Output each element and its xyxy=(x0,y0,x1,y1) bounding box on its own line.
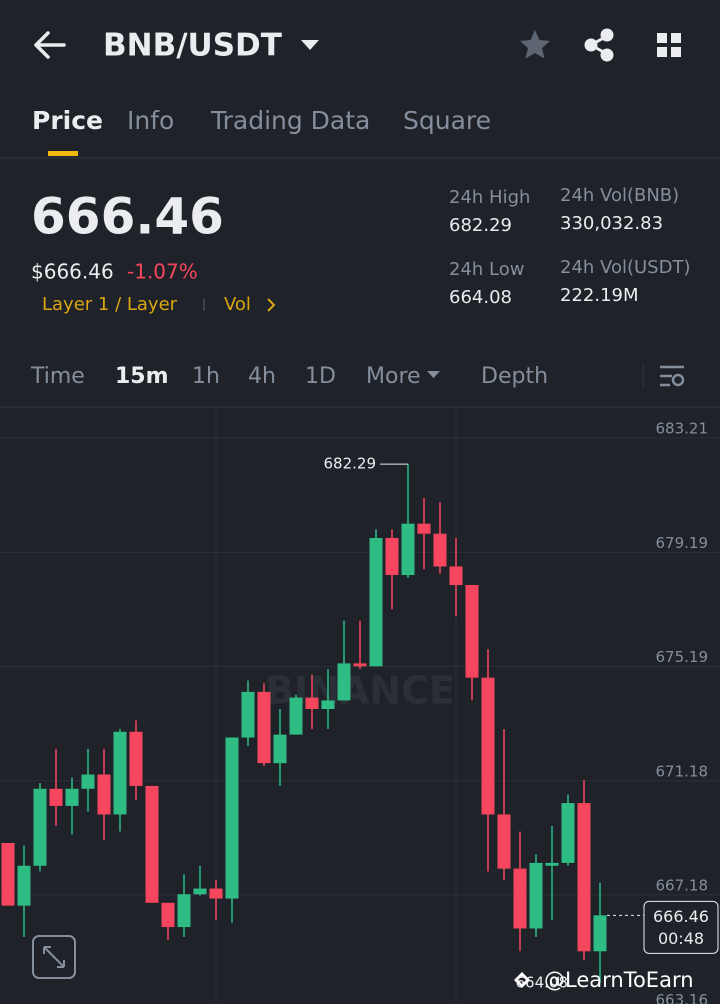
stat-label: 24h High xyxy=(449,187,530,208)
y-tick-label: 671.18 xyxy=(656,762,709,780)
favorite-icon[interactable] xyxy=(520,30,550,59)
tab-indicator xyxy=(48,151,78,156)
candle-body xyxy=(145,785,159,903)
candle-body xyxy=(1,842,15,906)
candle-chart: BINANCE683.21679.19675.19671.18667.18663… xyxy=(0,419,720,1004)
candle-body xyxy=(433,533,447,567)
candle-body xyxy=(113,731,127,815)
candle-body xyxy=(97,774,111,815)
candle-body xyxy=(369,537,383,667)
candle-body xyxy=(241,691,255,738)
tab[interactable]: Square xyxy=(403,106,491,135)
interval-tab[interactable]: 4h xyxy=(248,364,276,389)
candle-body xyxy=(257,691,271,764)
stat-label: 24h Low xyxy=(449,259,524,280)
candle-body xyxy=(65,788,79,806)
grid-menu-icon[interactable] xyxy=(657,33,681,57)
candle-body xyxy=(561,803,575,863)
candle-body xyxy=(593,915,607,952)
candle-body xyxy=(81,774,95,789)
candle-body xyxy=(17,865,31,906)
candle-body xyxy=(529,862,543,929)
candle-body xyxy=(385,537,399,576)
y-tick-label: 679.19 xyxy=(656,534,709,552)
vol-link[interactable]: Vol xyxy=(224,294,251,315)
last-price-box xyxy=(643,900,719,954)
y-tick-label: 663.16 xyxy=(656,991,709,1004)
candle-body xyxy=(49,788,63,806)
stat-label: 24h Vol(USDT) xyxy=(560,257,690,278)
candle-body xyxy=(337,663,351,701)
candle-body xyxy=(417,523,431,534)
pair-dropdown[interactable] xyxy=(301,40,319,50)
candle-body xyxy=(497,814,511,869)
candle-body xyxy=(161,902,175,928)
y-tick-label: 667.18 xyxy=(656,876,709,894)
candle-body xyxy=(289,697,303,735)
candle-body xyxy=(481,677,495,815)
interval-tab[interactable]: More xyxy=(366,364,421,389)
price-usd: $666.46 xyxy=(31,260,114,284)
price-change: -1.07% xyxy=(127,260,198,284)
stat-value: 222.19M xyxy=(560,285,639,306)
interval-tab[interactable]: 15m xyxy=(115,364,169,389)
chart-settings-icon[interactable] xyxy=(660,365,685,387)
stat-label: 24h Vol(BNB) xyxy=(560,185,679,206)
pair-title[interactable]: BNB/USDT xyxy=(103,28,282,64)
tab[interactable]: Info xyxy=(127,106,174,135)
watermark-logo xyxy=(514,972,530,988)
y-tick-label: 683.21 xyxy=(656,419,709,437)
candle-body xyxy=(225,737,239,899)
interval-tab[interactable]: Depth xyxy=(481,364,548,389)
tab[interactable]: Trading Data xyxy=(210,106,370,135)
more-dropdown[interactable] xyxy=(427,371,440,378)
candle-body xyxy=(577,803,591,952)
chevron xyxy=(267,298,276,312)
interval-tab[interactable]: Time xyxy=(30,364,85,389)
candle-body xyxy=(449,566,463,586)
candle-body xyxy=(209,888,223,899)
candle-body xyxy=(513,868,527,929)
tab[interactable]: Price xyxy=(32,106,103,135)
stat-value: 682.29 xyxy=(449,215,512,236)
share-icon[interactable] xyxy=(584,28,614,62)
candle-body xyxy=(545,862,559,866)
max-label: 682.29 xyxy=(324,455,377,473)
candle-body xyxy=(305,697,319,709)
interval-tab[interactable]: 1D xyxy=(305,364,336,389)
last-price: 666.46 xyxy=(31,188,224,246)
y-tick-label: 675.19 xyxy=(656,648,709,666)
candle-body xyxy=(465,585,479,678)
candle-body xyxy=(193,888,207,895)
candle-body xyxy=(401,523,415,576)
stat-value: 664.08 xyxy=(449,287,512,308)
expand-button[interactable] xyxy=(32,935,76,979)
interval-tab[interactable]: 1h xyxy=(192,364,220,389)
candle-body xyxy=(273,734,287,764)
source-watermark: @LearnToEarn xyxy=(544,968,694,992)
tag-link[interactable]: Layer 1 / Layer xyxy=(42,294,178,315)
candle-body xyxy=(177,894,191,928)
min-label: 664.08 xyxy=(516,974,569,992)
countdown-label: 00:48 xyxy=(658,929,704,948)
candle-body xyxy=(321,700,335,709)
stat-value: 330,032.83 xyxy=(560,213,663,234)
candle-body xyxy=(129,731,143,786)
candle-body xyxy=(353,663,367,667)
last-price-label: 666.46 xyxy=(653,907,709,926)
candle-body xyxy=(33,788,47,866)
back-button[interactable] xyxy=(34,31,66,59)
